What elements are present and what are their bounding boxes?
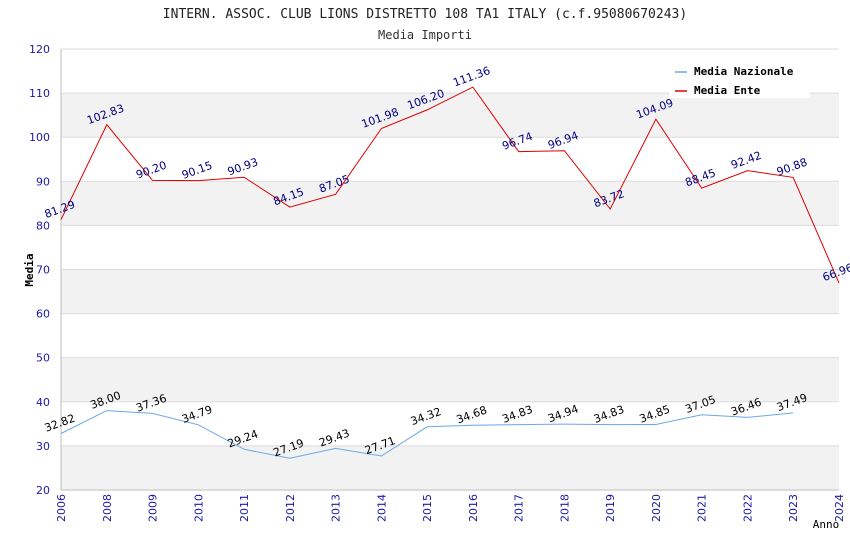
series-line-media-nazionale	[60, 410, 794, 459]
y-tick-label: 40	[36, 396, 50, 409]
x-axis-tick-labels: 2006 2008 2009 2010 2011 2012 2013 2014 2015 2016…	[55, 494, 846, 522]
plot-band	[61, 181, 839, 226]
x-tick-label: 2015	[421, 494, 434, 522]
series-lines	[60, 86, 840, 459]
x-tick-label: 2006	[55, 494, 68, 522]
y-tick-label: 50	[36, 352, 50, 365]
x-axis-title: Anno	[813, 518, 840, 531]
data-label: 34.79	[180, 403, 214, 426]
series-line-media-ente	[60, 86, 840, 284]
y-tick-label: 60	[36, 308, 50, 321]
x-tick-label: 2014	[375, 494, 388, 522]
y-tick-label: 90	[36, 175, 50, 188]
x-tick-label: 2018	[558, 494, 571, 522]
x-tick-label: 2019	[604, 494, 617, 522]
plot-band	[61, 445, 839, 490]
legend: Media Nazionale Media Ente	[669, 58, 810, 98]
x-tick-label: 2021	[696, 494, 709, 522]
y-tick-label: 100	[29, 131, 50, 144]
plot-band	[61, 357, 839, 402]
chart-subtitle: Media Importi	[378, 28, 472, 42]
data-label: 34.68	[455, 403, 489, 426]
data-label: 90.20	[134, 159, 168, 182]
data-label: 90.88	[775, 156, 809, 179]
y-tick-label: 120	[29, 43, 50, 56]
data-label: 32.82	[43, 412, 77, 435]
x-tick-label: 2009	[147, 494, 160, 522]
x-tick-label: 2011	[238, 494, 251, 522]
y-axis-tick-labels: 20 30 40 50 60 70 80 90 100 110 120	[29, 43, 50, 497]
x-tick-label: 2008	[101, 494, 114, 522]
x-tick-label: 2024	[833, 494, 846, 522]
x-tick-label: 2012	[284, 494, 297, 522]
x-tick-label: 2013	[330, 494, 343, 522]
legend-label-media-nazionale: Media Nazionale	[694, 65, 794, 78]
data-label: 92.42	[729, 149, 763, 172]
x-tick-label: 2020	[650, 494, 663, 522]
plot-band	[61, 269, 839, 314]
legend-label-media-ente: Media Ente	[694, 84, 761, 97]
data-label: 34.83	[500, 403, 534, 426]
data-label: 90.93	[226, 155, 260, 178]
y-tick-label: 70	[36, 264, 50, 277]
y-tick-label: 110	[29, 87, 50, 100]
data-label: 111.36	[451, 64, 492, 89]
y-tick-label: 30	[36, 440, 50, 453]
chart-title: INTERN. ASSOC. CLUB LIONS DISTRETTO 108 …	[163, 7, 687, 22]
y-tick-label: 20	[36, 484, 50, 497]
data-label: 34.94	[546, 402, 580, 425]
y-tick-label: 80	[36, 219, 50, 232]
x-tick-label: 2023	[787, 494, 800, 522]
x-tick-label: 2022	[741, 494, 754, 522]
plot-background-bands	[61, 93, 839, 490]
x-tick-label: 2017	[513, 494, 526, 522]
x-tick-label: 2016	[467, 494, 480, 522]
data-label: 34.83	[592, 403, 626, 426]
data-label: 90.15	[180, 159, 214, 182]
legend-box	[669, 58, 810, 98]
axes	[60, 49, 839, 491]
x-tick-label: 2010	[192, 494, 205, 522]
y-axis-title: Media	[23, 253, 36, 286]
data-label: 34.32	[409, 405, 443, 428]
plot-band	[61, 93, 839, 138]
